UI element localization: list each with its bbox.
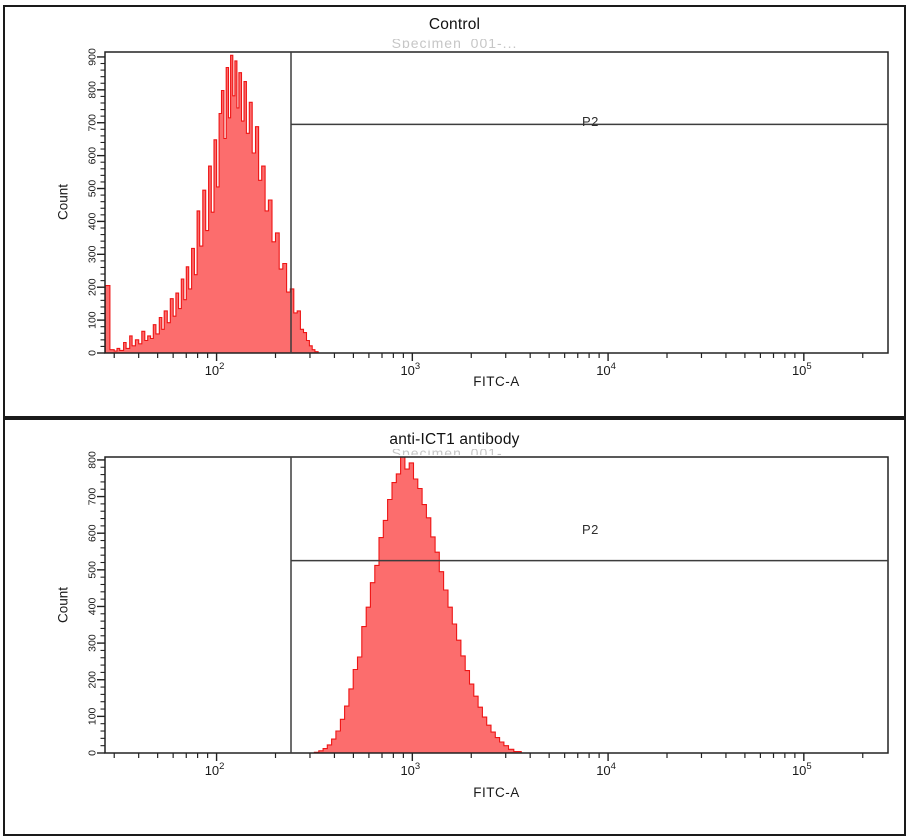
y-tick-label: 200	[87, 671, 99, 689]
y-axis-label: Count	[55, 183, 71, 221]
y-tick-label: 700	[87, 488, 99, 506]
x-axis-label: FITC-A	[473, 785, 520, 800]
specimen-watermark: Specimen_001-...	[391, 39, 518, 48]
y-tick-label: 300	[87, 634, 99, 652]
y-tick-label: 800	[87, 451, 99, 469]
y-tick-label: 900	[87, 48, 99, 66]
y-tick-label: 300	[87, 245, 99, 263]
y-tick-label: 600	[87, 147, 99, 165]
specimen-watermark: Specimen_001-...	[5, 449, 904, 455]
y-tick-label: 500	[87, 561, 99, 579]
gate-label-p2: P2	[582, 114, 599, 129]
histogram-series	[313, 456, 522, 754]
x-tick-label: 102	[205, 761, 225, 778]
axes-box	[104, 51, 889, 354]
axes-box	[104, 456, 889, 754]
y-axis-label: Count	[55, 586, 71, 624]
x-tick-label: 104	[596, 761, 616, 778]
y-tick-label: 400	[87, 598, 99, 616]
panel-anti-ict1: anti-ICT1 antibody Specimen_001-... 1021…	[3, 418, 906, 836]
gate-label-p2: P2	[582, 522, 599, 537]
histogram-series	[104, 54, 319, 354]
y-tick-label: 600	[87, 524, 99, 542]
y-tick-label: 0	[87, 750, 99, 756]
y-tick-label: 200	[87, 278, 99, 296]
y-tick-label: 700	[87, 114, 99, 132]
y-tick-label: 0	[87, 350, 99, 356]
x-axis-label: FITC-A	[473, 374, 520, 389]
histogram-plot-anti-ict1: 102 103 104 105 0 100 200 300 400 500 600 700 800	[87, 451, 889, 778]
y-tick-label: 100	[87, 707, 99, 725]
y-tick-label: 800	[87, 81, 99, 99]
y-tick-label: 100	[87, 311, 99, 329]
panel-control: Control Specimen_001-... 102 103 104 105 0 10…	[3, 5, 906, 418]
y-tick-label: 400	[87, 213, 99, 231]
x-tick-label: 103	[400, 761, 420, 778]
panel-title: Control	[428, 16, 481, 33]
y-tick-label: 500	[87, 180, 99, 198]
x-tick-label: 105	[792, 761, 812, 778]
panel-title: anti-ICT1 antibody	[389, 431, 520, 448]
